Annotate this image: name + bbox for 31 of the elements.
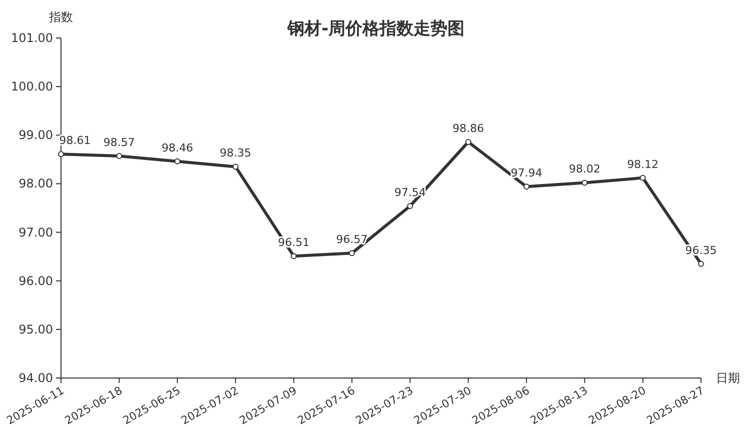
- data-label: 98.12: [627, 158, 659, 171]
- y-tick-label: 98.00: [18, 176, 53, 191]
- point: [290, 253, 297, 260]
- point: [407, 203, 414, 210]
- y-axis-title: 指数: [48, 10, 73, 24]
- y-tick-label: 101.00: [11, 31, 53, 45]
- point: [523, 184, 530, 190]
- data-label: 98.46: [162, 141, 194, 154]
- point: [232, 164, 239, 170]
- y-tick-label: 99.00: [18, 128, 53, 142]
- point: [465, 138, 472, 145]
- data-label: 97.94: [510, 166, 542, 180]
- point: [348, 250, 355, 256]
- point: [582, 180, 588, 186]
- data-label: 96.57: [336, 233, 368, 246]
- point: [640, 174, 646, 181]
- point: [174, 158, 180, 164]
- data-label: 98.86: [452, 122, 484, 135]
- y-tick-label: 94.00: [18, 371, 53, 385]
- chart-title: 钢材-周价格指数走势图: [286, 19, 465, 39]
- y-tick-label: 100.00: [11, 80, 53, 94]
- y-tick-label: 95.00: [18, 322, 53, 336]
- point: [116, 153, 122, 160]
- y-tick-label: 96.00: [18, 274, 53, 288]
- data-label: 98.35: [220, 146, 252, 160]
- data-label: 98.02: [568, 162, 600, 176]
- point: [698, 260, 704, 267]
- data-label: 98.57: [103, 136, 135, 150]
- x-axis-title: 日期: [716, 371, 740, 385]
- y-tick-label: 97.00: [18, 225, 53, 240]
- point: [58, 151, 64, 158]
